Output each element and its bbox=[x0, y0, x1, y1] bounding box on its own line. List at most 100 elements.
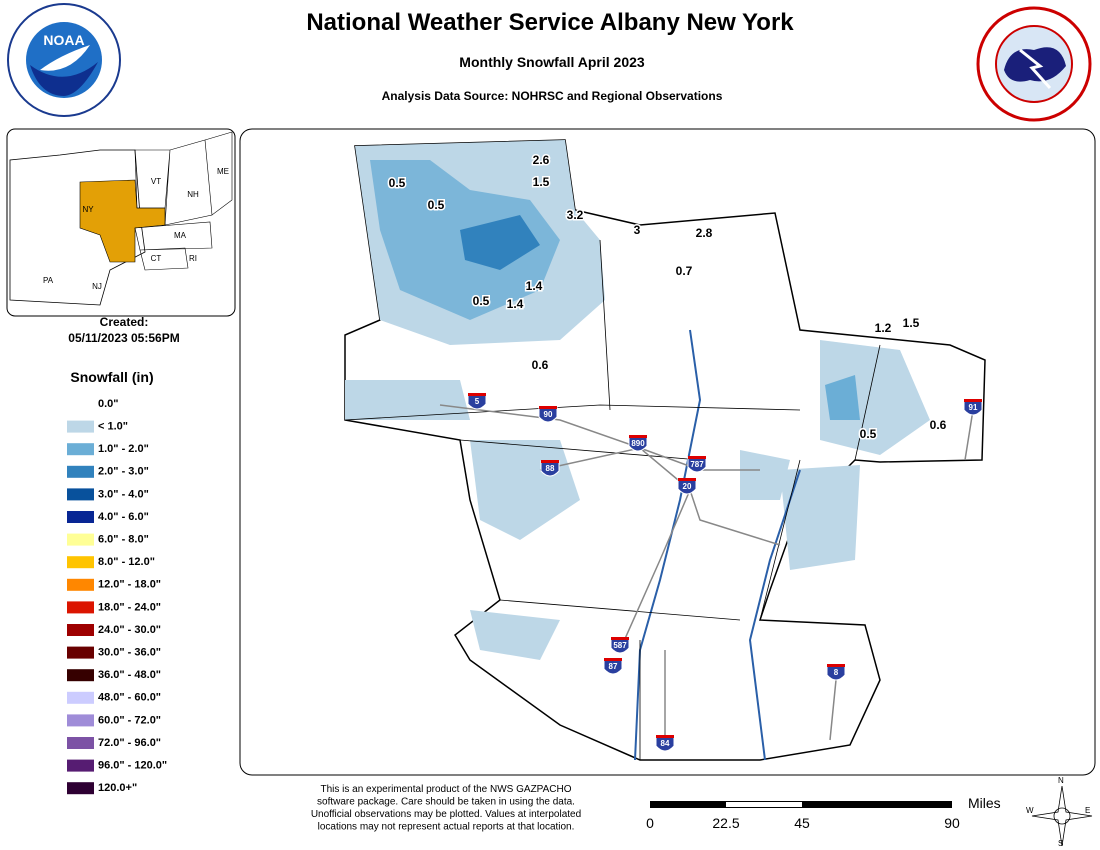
legend-label: 36.0" - 48.0" bbox=[98, 669, 161, 681]
interstate-shield bbox=[628, 435, 648, 452]
shield-top bbox=[611, 637, 629, 640]
snow-observation: 1.5 bbox=[533, 175, 550, 189]
shield-top bbox=[827, 664, 845, 667]
state-label: MA bbox=[174, 231, 187, 240]
legend-swatch bbox=[67, 669, 94, 682]
legend-label: 6.0" - 8.0" bbox=[98, 534, 149, 546]
compass-letter: W bbox=[1026, 806, 1034, 815]
inset-map bbox=[6, 128, 236, 317]
legend-swatch bbox=[67, 782, 94, 795]
legend-swatch bbox=[67, 759, 94, 772]
disclaimer-line: This is an experimental product of the N… bbox=[320, 784, 571, 795]
subtitle: Monthly Snowfall April 2023 bbox=[459, 54, 645, 70]
legend-label: 8.0" - 12.0" bbox=[98, 556, 155, 568]
interstate-label: 587 bbox=[613, 641, 627, 650]
interstate-shield bbox=[963, 399, 983, 416]
svg-text:NOAA: NOAA bbox=[43, 32, 84, 48]
shield-top bbox=[539, 406, 557, 409]
legend-label: 18.0" - 24.0" bbox=[98, 601, 161, 613]
source: Analysis Data Source: NOHRSC and Regiona… bbox=[382, 89, 723, 103]
legend-label: 60.0" - 72.0" bbox=[98, 714, 161, 726]
legend-swatch bbox=[67, 398, 94, 410]
legend-label: 72.0" - 96.0" bbox=[98, 737, 161, 749]
interstate-shield bbox=[610, 637, 630, 654]
legend-swatch bbox=[67, 511, 94, 523]
legend-label: 48.0" - 60.0" bbox=[98, 692, 161, 704]
disclaimer-line: locations may not represent actual repor… bbox=[318, 822, 575, 833]
interstate-label: 787 bbox=[690, 460, 704, 469]
map-region bbox=[344, 139, 986, 761]
legend-swatch bbox=[67, 556, 94, 569]
shield-top bbox=[678, 478, 696, 481]
snow-observation: 0.5 bbox=[389, 176, 406, 190]
legend-label: 30.0" - 36.0" bbox=[98, 647, 161, 659]
interstate-label: 5 bbox=[475, 397, 480, 406]
interstate-label: 87 bbox=[609, 662, 618, 671]
legend-label: 3.0" - 4.0" bbox=[98, 488, 149, 500]
interstate-shield bbox=[538, 406, 558, 423]
snow-observation: 0.5 bbox=[473, 294, 490, 308]
legend-swatch bbox=[67, 737, 94, 749]
legend-label: 0.0" bbox=[98, 398, 119, 410]
interstate-shield bbox=[687, 456, 707, 473]
legend-label: 24.0" - 30.0" bbox=[98, 624, 161, 636]
legend-swatch bbox=[67, 646, 94, 659]
compass-letter: E bbox=[1085, 806, 1090, 815]
scale-label: 22.5 bbox=[712, 815, 739, 831]
scale-label: 90 bbox=[944, 815, 960, 831]
legend-label: 4.0" - 6.0" bbox=[98, 511, 149, 523]
state-label: NJ bbox=[92, 282, 102, 291]
legend-swatch bbox=[67, 691, 94, 704]
state-label: ME bbox=[217, 167, 229, 176]
snow-observation: 3.2 bbox=[567, 208, 584, 222]
shield-top bbox=[604, 658, 622, 661]
legend-label: 96.0" - 120.0" bbox=[98, 760, 167, 772]
compass-letter: N bbox=[1058, 776, 1064, 785]
interstate-shield bbox=[540, 460, 560, 477]
scale-label: 0 bbox=[646, 815, 654, 831]
snow-observation: 2.8 bbox=[696, 226, 713, 240]
shield-top bbox=[629, 435, 647, 438]
snow-observation: 0.5 bbox=[428, 198, 445, 212]
snow-observation: 2.6 bbox=[533, 153, 550, 167]
snow-observation: 1.2 bbox=[875, 321, 892, 335]
interstate-label: 88 bbox=[546, 464, 555, 473]
shield-top bbox=[541, 460, 559, 463]
interstate-label: 90 bbox=[544, 410, 553, 419]
legend-swatch bbox=[67, 601, 94, 614]
interstate-label: 890 bbox=[631, 439, 645, 448]
legend-title: Snowfall (in) bbox=[70, 369, 153, 385]
legend-swatch bbox=[67, 714, 94, 727]
snow-observation: 1.4 bbox=[526, 279, 543, 293]
compass bbox=[1031, 785, 1093, 847]
legend-label: 120.0+" bbox=[98, 782, 137, 794]
interstate-label: 20 bbox=[683, 482, 692, 491]
snow-observation: 0.7 bbox=[676, 264, 693, 278]
shield-top bbox=[688, 456, 706, 459]
interstate-label: 84 bbox=[661, 739, 670, 748]
scale-label: 45 bbox=[794, 815, 810, 831]
scale-unit: Miles bbox=[968, 795, 1001, 811]
state-label: VT bbox=[151, 177, 161, 186]
compass-letter: S bbox=[1058, 839, 1063, 848]
legend-swatch bbox=[67, 443, 94, 456]
interstate-shield bbox=[655, 735, 675, 752]
interstate-shield bbox=[603, 658, 623, 675]
title: National Weather Service Albany New York bbox=[306, 9, 794, 36]
legend-swatch bbox=[67, 578, 94, 591]
noaa-logo: NOAA bbox=[7, 3, 121, 117]
snow-observation: 0.6 bbox=[532, 358, 549, 372]
disclaimer-line: Unofficial observations may be plotted. … bbox=[311, 809, 581, 820]
snow-observation: 3 bbox=[634, 223, 641, 237]
shield-top bbox=[656, 735, 674, 738]
legend-label: 1.0" - 2.0" bbox=[98, 443, 149, 455]
legend-label: < 1.0" bbox=[98, 421, 128, 433]
interstate-label: 91 bbox=[969, 403, 978, 412]
snow-observation: 0.6 bbox=[930, 418, 947, 432]
interstate-shield bbox=[826, 664, 846, 681]
state-label: NY bbox=[82, 205, 94, 214]
snow-observation: 1.4 bbox=[507, 297, 524, 311]
legend-swatch bbox=[67, 420, 94, 433]
shield-top bbox=[468, 393, 486, 396]
